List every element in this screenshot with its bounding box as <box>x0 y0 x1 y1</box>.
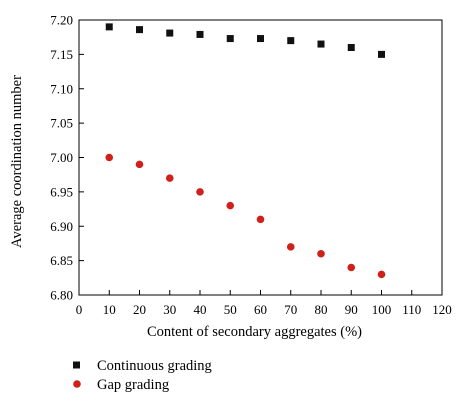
continuous-grading-point <box>105 23 113 31</box>
legend-label-gap-grading: Gap grading <box>97 377 169 393</box>
x-axis-ticks: 0 10 20 30 40 50 60 70 80 90 100 110 120 <box>76 290 452 317</box>
plot-border <box>78 19 443 296</box>
continuous-grading-point <box>317 40 325 48</box>
x-tick-label: 120 <box>432 302 452 317</box>
y-tick-label: 7.15 <box>50 47 73 62</box>
y-tick-label: 6.95 <box>50 184 73 199</box>
x-axis-title: Content of secondary aggregates (%) <box>147 324 362 340</box>
continuous-grading-point <box>166 29 174 37</box>
gap-grading-point <box>135 160 144 169</box>
y-axis-ticks: 6.80 6.85 6.90 6.95 7.00 7.05 7.10 7.15 7.20 <box>50 13 84 303</box>
x-tick-label: 80 <box>315 302 328 317</box>
y-axis-title: Average coordination number <box>9 75 25 248</box>
gap-grading-point <box>317 249 325 258</box>
continuous-grading-point <box>136 26 143 34</box>
x-tick-label: 110 <box>402 302 421 317</box>
y-tick-label: 7.00 <box>50 150 73 165</box>
y-tick-label: 6.90 <box>50 219 73 234</box>
gap-grading-point <box>286 243 295 251</box>
x-tick-label: 30 <box>163 302 176 317</box>
gap-grading-point <box>105 153 114 162</box>
gap-grading-point <box>256 215 265 224</box>
x-tick-label: 90 <box>345 302 358 317</box>
plot-frame <box>78 19 443 296</box>
legend-marker-continuous-grading <box>73 361 80 369</box>
x-tick-label: 20 <box>133 302 146 317</box>
continuous-grading-point <box>257 35 264 43</box>
y-tick-label: 7.20 <box>50 13 73 28</box>
y-tick-label: 7.05 <box>50 116 73 131</box>
y-tick-label: 7.10 <box>50 81 73 96</box>
continuous-grading-point <box>226 35 234 43</box>
continuous-grading-point <box>196 30 204 38</box>
gap-grading-point <box>377 270 386 279</box>
gap-grading-point <box>347 263 356 272</box>
legend: Continuous grading Gap grading <box>73 358 212 393</box>
x-tick-label: 40 <box>194 302 207 317</box>
legend-marker-gap-grading <box>73 380 81 388</box>
gap-grading-point <box>165 174 174 182</box>
x-tick-label: 100 <box>372 302 392 317</box>
continuous-grading-point <box>287 37 295 45</box>
x-tick-label: 50 <box>224 302 237 317</box>
data-markers <box>105 23 386 279</box>
x-tick-label: 70 <box>284 302 297 317</box>
continuous-grading-point <box>378 50 385 58</box>
gap-grading-point <box>226 201 235 210</box>
x-tick-label: 60 <box>254 302 267 317</box>
y-tick-label: 6.85 <box>50 253 73 268</box>
gap-grading-point <box>196 188 204 196</box>
x-tick-label: 10 <box>103 302 116 317</box>
continuous-grading-point <box>347 44 355 51</box>
y-tick-label: 6.80 <box>50 288 73 303</box>
legend-label-continuous-grading: Continuous grading <box>97 358 212 374</box>
x-tick-label: 0 <box>76 302 83 317</box>
